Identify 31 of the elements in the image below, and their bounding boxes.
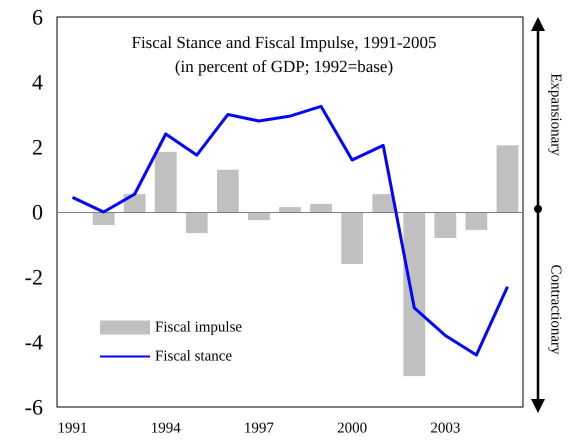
bar: [279, 207, 301, 212]
x-tick-label: 1997: [244, 420, 274, 436]
y-tick-label: -4: [24, 330, 43, 354]
bar: [216, 170, 239, 212]
text: Fiscal Stance and Fiscal Impulse, 1991-2005: [132, 33, 437, 52]
x-tick-label: 2000: [337, 420, 368, 436]
y-tick-label: 0: [32, 200, 43, 224]
bar: [496, 145, 518, 212]
bar: [434, 212, 456, 238]
y-tick-label: 4: [32, 70, 43, 94]
bar: [186, 212, 208, 234]
bar: [124, 194, 146, 212]
x-tick-label: 1994: [150, 420, 182, 436]
y-tick-label: -2: [24, 264, 43, 290]
bar: [310, 204, 332, 212]
bar: [92, 212, 114, 225]
legend-label: Fiscal stance: [155, 348, 232, 364]
bar: [372, 194, 394, 212]
bar: [403, 212, 426, 376]
bar: [154, 152, 177, 212]
y-tick-label: -6: [24, 394, 43, 420]
legend-label: Fiscal impulse: [155, 320, 242, 336]
bar: [341, 212, 364, 264]
y-tick-label: 2: [32, 134, 43, 160]
text: Contractionary: [548, 264, 564, 355]
x-tick-label: 1991: [58, 420, 88, 436]
x-tick-label: 2003: [430, 420, 460, 436]
text: Expansionary: [548, 73, 564, 156]
text: (in percent of GDP; 1992=base): [174, 57, 394, 76]
y-tick-label: 6: [32, 4, 43, 30]
bar: [466, 212, 488, 230]
